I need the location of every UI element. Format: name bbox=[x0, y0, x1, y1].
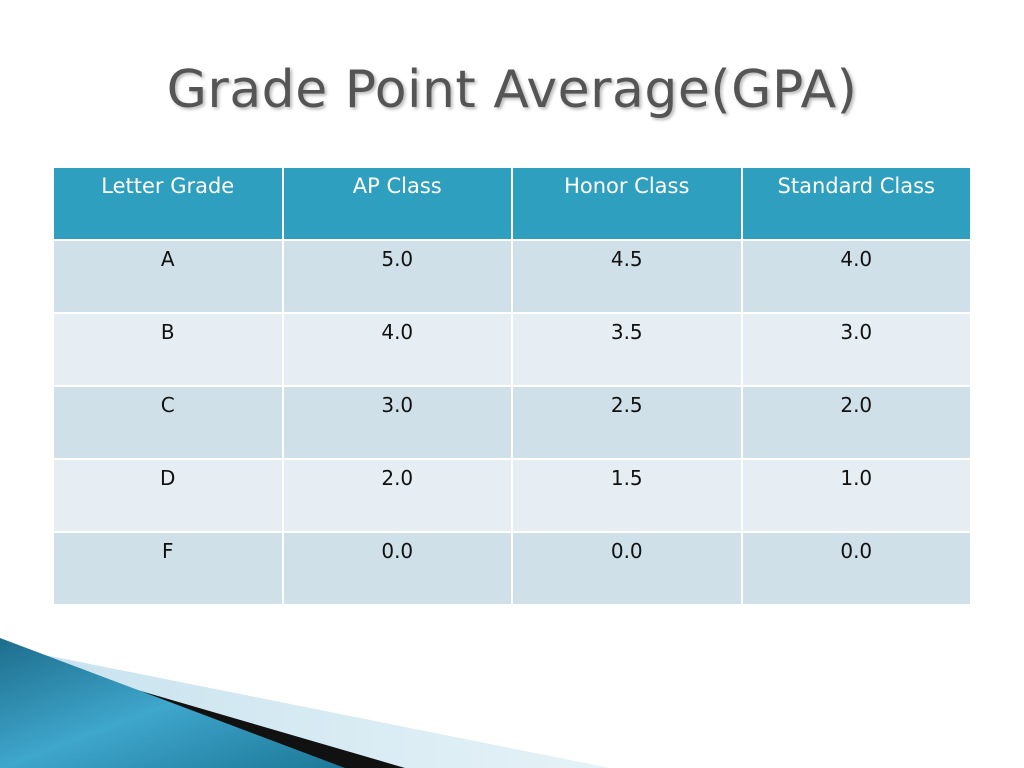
header-letter-grade: Letter Grade bbox=[52, 166, 284, 241]
gpa-table: Letter Grade AP Class Honor Class Standa… bbox=[52, 166, 972, 606]
cell-honor-class: 0.0 bbox=[511, 531, 743, 606]
table-header-row: Letter Grade AP Class Honor Class Standa… bbox=[52, 166, 972, 241]
table-row: D 2.0 1.5 1.0 bbox=[52, 458, 972, 533]
cell-ap-class: 3.0 bbox=[281, 385, 513, 460]
cell-ap-class: 2.0 bbox=[281, 458, 513, 533]
decorative-swoosh bbox=[0, 638, 610, 768]
cell-letter-grade: A bbox=[52, 239, 284, 314]
table-row: C 3.0 2.5 2.0 bbox=[52, 385, 972, 460]
cell-letter-grade: F bbox=[52, 531, 284, 606]
cell-honor-class: 4.5 bbox=[511, 239, 743, 314]
header-standard-class: Standard Class bbox=[740, 166, 972, 241]
table-row: B 4.0 3.5 3.0 bbox=[52, 312, 972, 387]
cell-standard-class: 2.0 bbox=[740, 385, 972, 460]
table-row: A 5.0 4.5 4.0 bbox=[52, 239, 972, 314]
cell-ap-class: 0.0 bbox=[281, 531, 513, 606]
cell-ap-class: 5.0 bbox=[281, 239, 513, 314]
header-honor-class: Honor Class bbox=[511, 166, 743, 241]
cell-standard-class: 1.0 bbox=[740, 458, 972, 533]
slide-title: Grade Point Average(GPA) bbox=[166, 60, 858, 120]
cell-letter-grade: D bbox=[52, 458, 284, 533]
cell-standard-class: 3.0 bbox=[740, 312, 972, 387]
cell-letter-grade: C bbox=[52, 385, 284, 460]
cell-honor-class: 2.5 bbox=[511, 385, 743, 460]
cell-standard-class: 4.0 bbox=[740, 239, 972, 314]
table-row: F 0.0 0.0 0.0 bbox=[52, 531, 972, 606]
cell-honor-class: 3.5 bbox=[511, 312, 743, 387]
cell-standard-class: 0.0 bbox=[740, 531, 972, 606]
teal-band bbox=[0, 638, 345, 768]
cell-letter-grade: B bbox=[52, 312, 284, 387]
header-ap-class: AP Class bbox=[281, 166, 513, 241]
cell-honor-class: 1.5 bbox=[511, 458, 743, 533]
cell-ap-class: 4.0 bbox=[281, 312, 513, 387]
